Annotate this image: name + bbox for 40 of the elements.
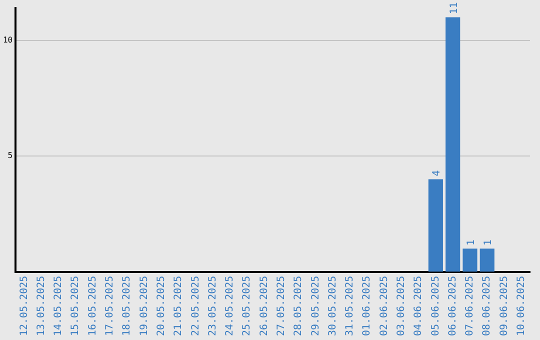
data-label: 1 xyxy=(466,240,477,246)
x-tick-label: 08.06.2025 xyxy=(482,276,493,336)
x-tick-label: 18.05.2025 xyxy=(122,276,133,336)
x-tick-label: 26.05.2025 xyxy=(258,276,270,336)
x-tick-label: 01.06.2025 xyxy=(362,276,373,336)
x-tick-label: 25.05.2025 xyxy=(242,276,253,336)
bar xyxy=(428,179,443,272)
x-tick-label: 09.06.2025 xyxy=(498,276,510,336)
x-tick-label: 30.05.2025 xyxy=(327,276,338,336)
x-tick-label: 28.05.2025 xyxy=(293,276,304,336)
x-tick-label: 06.06.2025 xyxy=(447,276,458,336)
x-tick-label: 10.06.2025 xyxy=(516,276,528,336)
x-tick-label: 05.06.2025 xyxy=(430,276,442,336)
data-label: 11 xyxy=(448,2,460,14)
x-tick-label: 29.05.2025 xyxy=(310,276,322,336)
bar xyxy=(480,248,494,272)
x-tick-label: 13.05.2025 xyxy=(36,276,47,336)
y-tick-label: 5 xyxy=(8,151,13,160)
x-tick-label: 14.05.2025 xyxy=(53,276,64,336)
x-tick-label: 21.05.2025 xyxy=(173,276,184,336)
x-tick-label: 27.05.2025 xyxy=(276,276,287,336)
x-tick-label: 07.06.2025 xyxy=(464,276,476,336)
x-tick-label: 12.05.2025 xyxy=(18,276,30,336)
x-tick-label: 20.05.2025 xyxy=(156,276,167,336)
bar xyxy=(462,248,478,272)
y-tick-label: 10 xyxy=(2,35,13,44)
x-tick-label: 31.05.2025 xyxy=(344,276,356,336)
x-tick-label: 03.06.2025 xyxy=(396,276,407,336)
x-tick-label: 02.06.2025 xyxy=(378,276,390,336)
x-tick-label: 23.05.2025 xyxy=(207,276,218,336)
data-label: 4 xyxy=(432,170,443,176)
bar xyxy=(446,17,460,272)
data-label: 1 xyxy=(483,240,494,246)
x-tick-label: 22.05.2025 xyxy=(190,276,202,336)
x-tick-label: 24.05.2025 xyxy=(224,276,236,336)
x-tick-label: 19.05.2025 xyxy=(138,276,150,336)
x-tick-label: 17.05.2025 xyxy=(104,276,116,336)
x-tick-label: 16.05.2025 xyxy=(87,276,98,336)
x-tick-label: 15.05.2025 xyxy=(70,276,82,336)
x-tick-label: 04.06.2025 xyxy=(413,276,424,336)
